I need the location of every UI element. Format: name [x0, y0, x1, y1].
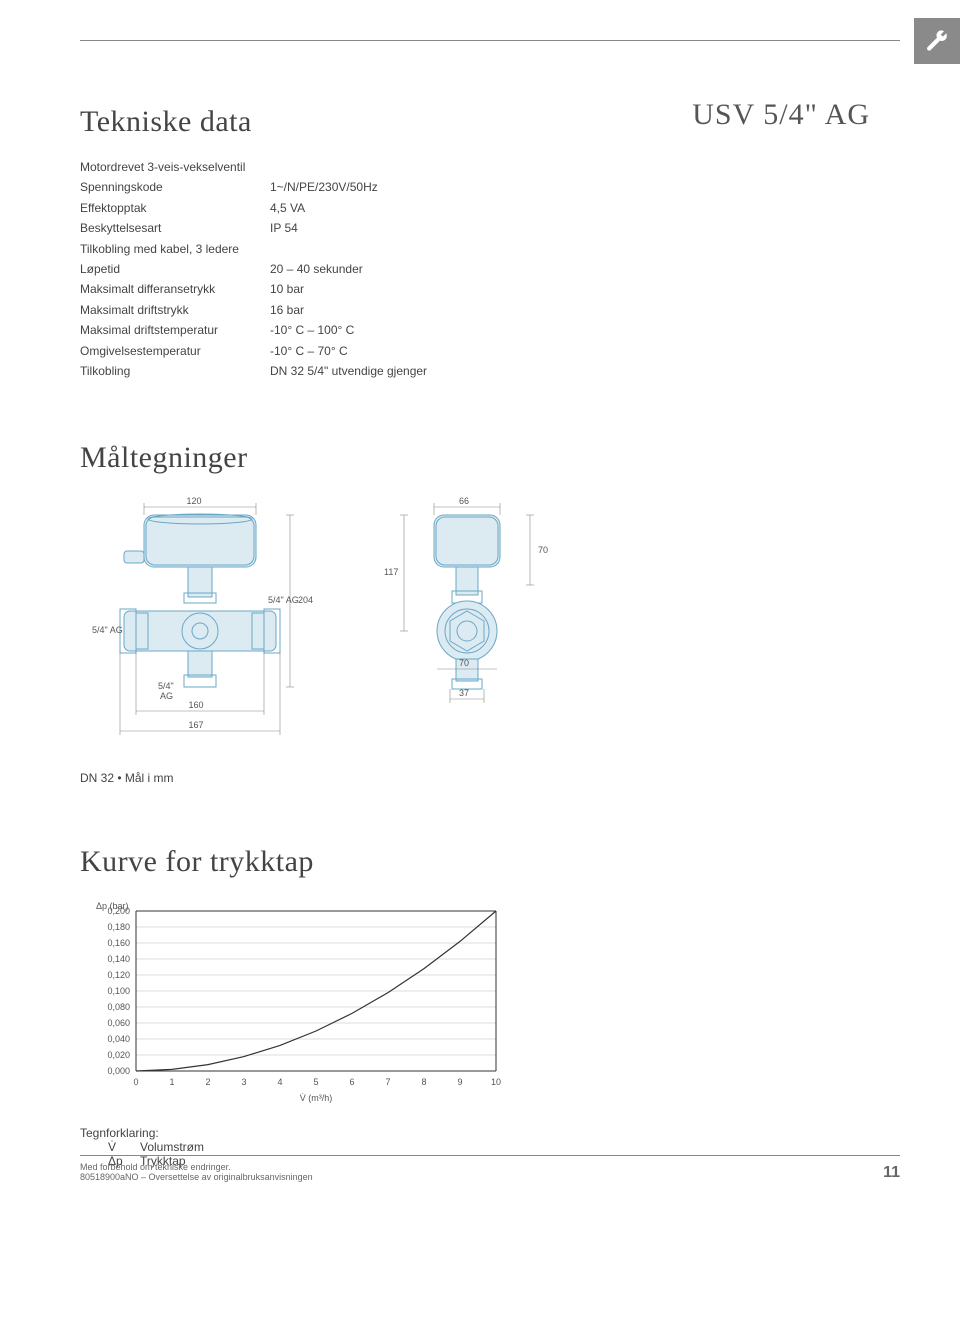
- svg-text:V̇ (m³/h): V̇ (m³/h): [300, 1093, 333, 1103]
- dim-117: 117: [384, 567, 398, 577]
- dim-bottom-port-1: 5/4": [158, 681, 174, 691]
- svg-text:0,100: 0,100: [107, 986, 130, 996]
- footer-line1: Med forbehold om tekniske endringer.: [80, 1162, 313, 1172]
- drawing-side: 66 117 70: [370, 493, 570, 753]
- dim-66: 66: [459, 496, 469, 506]
- svg-text:0,080: 0,080: [107, 1002, 130, 1012]
- drawings: 120 204: [80, 493, 900, 753]
- spec-label: Løpetid: [80, 259, 270, 279]
- dim-bottom-port-2: AG: [160, 691, 173, 701]
- svg-text:7: 7: [385, 1077, 390, 1087]
- svg-text:0,040: 0,040: [107, 1034, 130, 1044]
- spec-label: Maksimalt driftstrykk: [80, 300, 270, 320]
- spec-value: 20 – 40 sekunder: [270, 259, 363, 279]
- svg-text:0,020: 0,020: [107, 1050, 130, 1060]
- heading-curve: Kurve for trykktap: [80, 845, 900, 879]
- spec-row: BeskyttelsesartIP 54: [80, 218, 460, 238]
- dim-167: 167: [188, 720, 203, 730]
- dim-right-port: 5/4" AG: [268, 595, 299, 605]
- svg-text:9: 9: [457, 1077, 462, 1087]
- heading-tech-data: Tekniske data: [80, 105, 460, 139]
- legend-title: Tegnforklaring:: [80, 1126, 900, 1140]
- heading-drawings: Måltegninger: [80, 441, 900, 475]
- spec-label: Beskyttelsesart: [80, 218, 270, 238]
- svg-text:10: 10: [491, 1077, 501, 1087]
- svg-text:0,160: 0,160: [107, 938, 130, 948]
- page-number: 11: [883, 1164, 900, 1182]
- spec-row: Omgivelsestemperatur-10° C – 70° C: [80, 341, 460, 361]
- spec-label: Omgivelsestemperatur: [80, 341, 270, 361]
- spec-label: Spenningskode: [80, 177, 270, 197]
- dim-160: 160: [188, 700, 203, 710]
- spec-value: 1~/N/PE/230V/50Hz: [270, 177, 378, 197]
- spec-value: -10° C – 70° C: [270, 341, 348, 361]
- svg-text:6: 6: [349, 1077, 354, 1087]
- spec-value: -10° C – 100° C: [270, 320, 354, 340]
- svg-text:0,200: 0,200: [107, 906, 130, 916]
- svg-text:5: 5: [313, 1077, 318, 1087]
- spec-table: Motordrevet 3-veis-vekselventil Spenning…: [80, 157, 460, 381]
- dn-note: DN 32 • Mål i mm: [80, 771, 900, 785]
- footer-line2: 80518900aNO – Oversettelse av originalbr…: [80, 1172, 313, 1182]
- spec-row: Løpetid20 – 40 sekunder: [80, 259, 460, 279]
- spec-row: Spenningskode1~/N/PE/230V/50Hz: [80, 177, 460, 197]
- legend-row: V̇ Volumstrøm: [80, 1140, 900, 1154]
- spec-row: Maksimal driftstemperatur-10° C – 100° C: [80, 320, 460, 340]
- product-label: USV 5/4" AG: [692, 98, 870, 132]
- svg-text:2: 2: [205, 1077, 210, 1087]
- svg-text:3: 3: [241, 1077, 246, 1087]
- svg-text:0,140: 0,140: [107, 954, 130, 964]
- svg-text:8: 8: [421, 1077, 426, 1087]
- wrench-icon: [924, 28, 950, 54]
- svg-text:1: 1: [169, 1077, 174, 1087]
- svg-text:0,180: 0,180: [107, 922, 130, 932]
- legend-sym: V̇: [80, 1140, 140, 1154]
- spec-value: DN 32 5/4" utvendige gjenger: [270, 361, 427, 381]
- spec-value: 16 bar: [270, 300, 304, 320]
- dim-204: 204: [298, 595, 313, 605]
- spec-value: 10 bar: [270, 279, 304, 299]
- dim-70w: 70: [459, 658, 469, 668]
- spec-label: Tilkobling med kabel, 3 ledere: [80, 239, 270, 259]
- top-rule: [80, 40, 900, 41]
- dim-70r: 70: [538, 545, 548, 555]
- svg-text:0,000: 0,000: [107, 1066, 130, 1076]
- svg-text:0: 0: [133, 1077, 138, 1087]
- svg-text:0,120: 0,120: [107, 970, 130, 980]
- spec-label: Tilkobling: [80, 361, 270, 381]
- footer: Med forbehold om tekniske endringer. 805…: [80, 1155, 900, 1182]
- dim-37: 37: [459, 688, 469, 698]
- spec-row: Maksimalt differansetrykk10 bar: [80, 279, 460, 299]
- wrench-tab: [914, 18, 960, 64]
- spec-value: IP 54: [270, 218, 298, 238]
- legend-desc: Volumstrøm: [140, 1140, 204, 1154]
- spec-intro-text: Motordrevet 3-veis-vekselventil: [80, 157, 245, 177]
- dim-left-port: 5/4" AG: [92, 625, 123, 635]
- spec-label: Effektopptak: [80, 198, 270, 218]
- spec-row: Maksimalt driftstrykk16 bar: [80, 300, 460, 320]
- svg-text:0,060: 0,060: [107, 1018, 130, 1028]
- spec-row: TilkoblingDN 32 5/4" utvendige gjenger: [80, 361, 460, 381]
- spec-intro: Motordrevet 3-veis-vekselventil: [80, 157, 460, 177]
- spec-row: Effektopptak4,5 VA: [80, 198, 460, 218]
- dim-120: 120: [186, 496, 201, 506]
- spec-row: Tilkobling med kabel, 3 ledere: [80, 239, 460, 259]
- spec-value: 4,5 VA: [270, 198, 305, 218]
- spec-label: Maksimalt differansetrykk: [80, 279, 270, 299]
- spec-label: Maksimal driftstemperatur: [80, 320, 270, 340]
- drawing-front: 120 204: [80, 493, 320, 753]
- pressure-drop-chart: Δp (bar)0,0000,0200,0400,0600,0800,1000,…: [80, 897, 900, 1112]
- svg-text:4: 4: [277, 1077, 282, 1087]
